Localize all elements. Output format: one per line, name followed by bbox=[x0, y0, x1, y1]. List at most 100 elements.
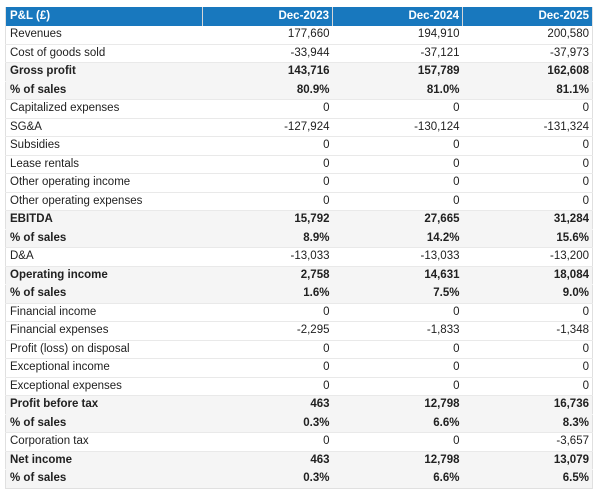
row-value: 0 bbox=[332, 99, 463, 118]
row-label: Exceptional expenses bbox=[5, 376, 203, 396]
row-value: 6.6% bbox=[332, 469, 463, 488]
table-row: % of sales 1.6% 7.5% 9.0% bbox=[5, 284, 593, 303]
row-value: 0 bbox=[332, 302, 463, 322]
table-row: % of sales 0.3% 6.6% 6.5% bbox=[5, 469, 593, 488]
table-row: % of sales 0.3% 6.6% 8.3% bbox=[5, 413, 593, 433]
row-value: 0 bbox=[202, 173, 333, 192]
row-value: 0 bbox=[202, 339, 333, 359]
row-value: 0 bbox=[202, 358, 333, 377]
row-label: Net income bbox=[5, 450, 203, 470]
table-row: Financial expenses -2,295 -1,833 -1,348 bbox=[5, 321, 593, 340]
table-title: P&L (£) bbox=[5, 7, 203, 26]
row-label: EBITDA bbox=[5, 210, 203, 229]
row-value: 0 bbox=[202, 302, 333, 322]
column-header-dec-2023: Dec-2023 bbox=[202, 7, 333, 26]
row-value: 0 bbox=[202, 136, 333, 155]
table-row: Net income 463 12,798 13,079 bbox=[5, 450, 593, 470]
row-value: 0 bbox=[462, 358, 593, 377]
table-row: D&A -13,033 -13,033 -13,200 bbox=[5, 247, 593, 266]
row-value: 463 bbox=[202, 450, 333, 470]
row-label: % of sales bbox=[5, 228, 203, 248]
row-value: 14.2% bbox=[332, 228, 463, 248]
row-value: 9.0% bbox=[462, 284, 593, 303]
row-value: 0 bbox=[332, 358, 463, 377]
row-value: 0 bbox=[332, 339, 463, 359]
row-value: 12,798 bbox=[332, 450, 463, 470]
row-value: 0 bbox=[332, 432, 463, 451]
table-row: EBITDA 15,792 27,665 31,284 bbox=[5, 210, 593, 229]
row-value: 27,665 bbox=[332, 210, 463, 229]
table-header-row: P&L (£) Dec-2023 Dec-2024 Dec-2025 bbox=[5, 7, 593, 26]
row-value: 0 bbox=[462, 376, 593, 396]
table-row: Exceptional expenses 0 0 0 bbox=[5, 376, 593, 396]
row-value: -13,200 bbox=[462, 247, 593, 266]
row-label: Revenues bbox=[10, 28, 62, 40]
row-value: 0 bbox=[332, 376, 463, 396]
row-value: -13,033 bbox=[332, 247, 463, 266]
row-label: Capitalized expenses bbox=[5, 99, 203, 118]
row-value: 1.6% bbox=[202, 284, 333, 303]
table-row: Revenues 177,660 194,910 200,580 bbox=[6, 26, 593, 44]
row-label: Subsidies bbox=[5, 136, 203, 155]
row-value: 2,758 bbox=[202, 265, 333, 285]
table-row: Subsidies 0 0 0 bbox=[5, 136, 593, 155]
row-value: 0 bbox=[462, 136, 593, 155]
row-label: % of sales bbox=[5, 80, 203, 100]
row-label: SG&A bbox=[5, 117, 203, 137]
row-value: 18,084 bbox=[462, 265, 593, 285]
row-value: 16,736 bbox=[462, 395, 593, 414]
row-value: -1,348 bbox=[462, 321, 593, 340]
row-value: 0 bbox=[462, 302, 593, 322]
row-value: 157,789 bbox=[332, 62, 463, 81]
row-value: 12,798 bbox=[332, 395, 463, 414]
row-label: Exceptional income bbox=[5, 358, 203, 377]
pl-table-body: Revenues 177,660 194,910 200,580 Cost of goo… bbox=[5, 26, 593, 488]
row-value: 0 bbox=[332, 154, 463, 174]
table-row: Profit (loss) on disposal 0 0 0 bbox=[5, 339, 593, 359]
table-row: % of sales 80.9% 81.0% 81.1% bbox=[5, 80, 593, 100]
row-value: 0 bbox=[332, 173, 463, 192]
row-value: 6.6% bbox=[332, 413, 463, 433]
row-value: 0 bbox=[202, 376, 333, 396]
row-value: 0 bbox=[462, 173, 593, 192]
row-label: D&A bbox=[5, 247, 203, 266]
row-label: Lease rentals bbox=[5, 154, 203, 174]
row-value: 200,580 bbox=[547, 28, 589, 40]
row-value: -131,324 bbox=[462, 117, 593, 137]
row-value: 81.0% bbox=[332, 80, 463, 100]
row-value: 80.9% bbox=[202, 80, 333, 100]
pl-table: P&L (£) Dec-2023 Dec-2024 Dec-2025 Reven… bbox=[5, 7, 593, 489]
row-label: Corporation tax bbox=[5, 432, 203, 451]
row-value: 0 bbox=[462, 99, 593, 118]
row-label: Operating income bbox=[5, 265, 203, 285]
row-value: 463 bbox=[202, 395, 333, 414]
row-value: 8.9% bbox=[202, 228, 333, 248]
row-value: 15.6% bbox=[462, 228, 593, 248]
row-value: 0 bbox=[332, 191, 463, 211]
row-value: 7.5% bbox=[332, 284, 463, 303]
row-value: 0 bbox=[462, 154, 593, 174]
row-value: 143,716 bbox=[202, 62, 333, 81]
row-value: 0 bbox=[202, 154, 333, 174]
row-label: % of sales bbox=[5, 469, 203, 488]
row-value: 13,079 bbox=[462, 450, 593, 470]
row-label: Financial income bbox=[5, 302, 203, 322]
row-value: 0.3% bbox=[202, 413, 333, 433]
row-value: 14,631 bbox=[332, 265, 463, 285]
table-row: % of sales 8.9% 14.2% 15.6% bbox=[5, 228, 593, 248]
row-label: % of sales bbox=[5, 284, 203, 303]
row-value: -130,124 bbox=[332, 117, 463, 137]
row-value: -13,033 bbox=[202, 247, 333, 266]
table-row: Gross profit 143,716 157,789 162,608 bbox=[5, 62, 593, 81]
row-label: Financial expenses bbox=[5, 321, 203, 340]
row-value: -1,833 bbox=[332, 321, 463, 340]
row-value: 15,792 bbox=[202, 210, 333, 229]
row-value: 0 bbox=[462, 339, 593, 359]
row-value: -33,944 bbox=[202, 43, 333, 63]
row-value: -2,295 bbox=[202, 321, 333, 340]
row-value: 0 bbox=[202, 191, 333, 211]
row-value: 0 bbox=[332, 136, 463, 155]
row-label: Other operating expenses bbox=[5, 191, 203, 211]
column-header-dec-2025: Dec-2025 bbox=[462, 7, 593, 26]
